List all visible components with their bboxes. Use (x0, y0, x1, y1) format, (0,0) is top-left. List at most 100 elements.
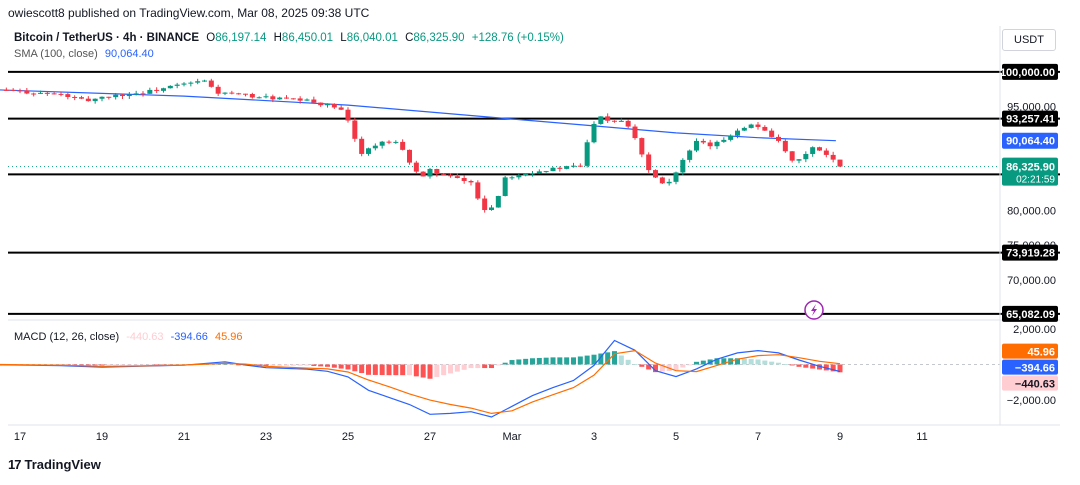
candle-body[interactable] (140, 93, 146, 95)
macd-legend[interactable]: MACD (12, 26, close) -440.63 -394.66 45.… (14, 331, 243, 343)
candle-body[interactable] (167, 85, 173, 89)
candle-body[interactable] (202, 80, 207, 82)
candle-body[interactable] (188, 82, 194, 84)
candle-body[interactable] (284, 97, 289, 99)
candle-body[interactable] (543, 171, 549, 173)
candle-body[interactable] (694, 140, 699, 151)
candle-body[interactable] (10, 89, 16, 91)
macd-signal-line[interactable] (0, 349, 841, 415)
candle-body[interactable] (776, 136, 781, 141)
candle-body[interactable] (38, 92, 43, 94)
candle-body[interactable] (126, 94, 132, 97)
candle-body[interactable] (673, 172, 679, 182)
candle-body[interactable] (85, 98, 91, 102)
candle-body[interactable] (598, 116, 604, 124)
candle-body[interactable] (700, 140, 706, 143)
candle-body[interactable] (393, 141, 399, 143)
candle-body[interactable] (51, 93, 57, 95)
candle-body[interactable] (366, 148, 371, 154)
candle-body[interactable] (58, 93, 64, 95)
candle-body[interactable] (304, 99, 310, 101)
candle-body[interactable] (536, 171, 542, 174)
candle-body[interactable] (386, 141, 392, 143)
candle-body[interactable] (605, 116, 611, 121)
candle-body[interactable] (359, 138, 365, 154)
candle-body[interactable] (195, 81, 201, 83)
candle-body[interactable] (721, 139, 727, 142)
candle-body[interactable] (571, 165, 576, 167)
candle-body[interactable] (687, 150, 693, 160)
candle-body[interactable] (748, 124, 754, 128)
candle-body[interactable] (133, 93, 139, 95)
candle-body[interactable] (577, 165, 583, 167)
candle-body[interactable] (448, 174, 453, 177)
candle-body[interactable] (99, 96, 105, 99)
candle-body[interactable] (113, 94, 119, 98)
candle-body[interactable] (741, 127, 747, 131)
candle-body[interactable] (106, 96, 112, 98)
candle-body[interactable] (489, 207, 494, 211)
candle-body[interactable] (523, 173, 529, 176)
candle-body[interactable] (817, 147, 822, 151)
candle-body[interactable] (502, 177, 508, 196)
candle-body[interactable] (789, 151, 795, 161)
symbol-name[interactable]: Bitcoin / TetherUS · 4h · BINANCE (14, 32, 200, 44)
currency-button[interactable]: USDT (1002, 29, 1056, 51)
candle-body[interactable] (222, 92, 228, 94)
candle-body[interactable] (810, 147, 816, 154)
candle-body[interactable] (680, 159, 686, 173)
candle-body[interactable] (236, 93, 242, 95)
candle-body[interactable] (468, 181, 474, 183)
candle-body[interactable] (297, 98, 303, 101)
candle-body[interactable] (92, 98, 98, 102)
candle-body[interactable] (707, 142, 713, 147)
candle-body[interactable] (263, 96, 269, 98)
candle-body[interactable] (755, 124, 761, 127)
candle-body[interactable] (31, 93, 37, 95)
candle-body[interactable] (79, 97, 84, 99)
candle-body[interactable] (823, 150, 829, 155)
candle-body[interactable] (714, 141, 720, 147)
candle-body[interactable] (379, 141, 385, 146)
candle-body[interactable] (161, 88, 166, 91)
candle-body[interactable] (413, 162, 419, 172)
candle-body[interactable] (625, 120, 631, 127)
candle-body[interactable] (181, 83, 187, 85)
macd-line[interactable] (0, 339, 841, 418)
candle-body[interactable] (249, 93, 255, 98)
candle-body[interactable] (72, 96, 78, 98)
candle-body[interactable] (325, 103, 330, 106)
candle-body[interactable] (277, 97, 283, 100)
candle-body[interactable] (659, 177, 665, 184)
candle-body[interactable] (345, 109, 351, 121)
candle-body[interactable] (400, 141, 406, 150)
candle-body[interactable] (208, 80, 214, 87)
candle-body[interactable] (44, 92, 50, 94)
candle-body[interactable] (174, 84, 180, 86)
candle-body[interactable] (653, 170, 658, 178)
candle-body[interactable] (830, 154, 836, 160)
candle-body[interactable] (557, 167, 563, 169)
candle-body[interactable] (509, 177, 515, 179)
candle-body[interactable] (837, 159, 843, 167)
candle-body[interactable] (24, 90, 30, 94)
candle-body[interactable] (372, 145, 378, 149)
candle-body[interactable] (612, 120, 617, 122)
candle-body[interactable] (728, 135, 734, 140)
candle-body[interactable] (762, 126, 768, 131)
candle-body[interactable] (803, 153, 809, 160)
candle-body[interactable] (243, 93, 248, 95)
candle-body[interactable] (495, 195, 501, 208)
candle-body[interactable] (591, 123, 597, 143)
candle-body[interactable] (646, 154, 652, 171)
candle-body[interactable] (564, 166, 570, 169)
candle-body[interactable] (666, 181, 672, 184)
candle-body[interactable] (482, 198, 488, 211)
candle-body[interactable] (311, 99, 317, 103)
candle-body[interactable] (632, 126, 638, 139)
candle-body[interactable] (530, 173, 535, 175)
candle-body[interactable] (550, 167, 556, 172)
candle-body[interactable] (782, 140, 788, 152)
candle-body[interactable] (65, 94, 71, 97)
candle-body[interactable] (618, 120, 624, 122)
